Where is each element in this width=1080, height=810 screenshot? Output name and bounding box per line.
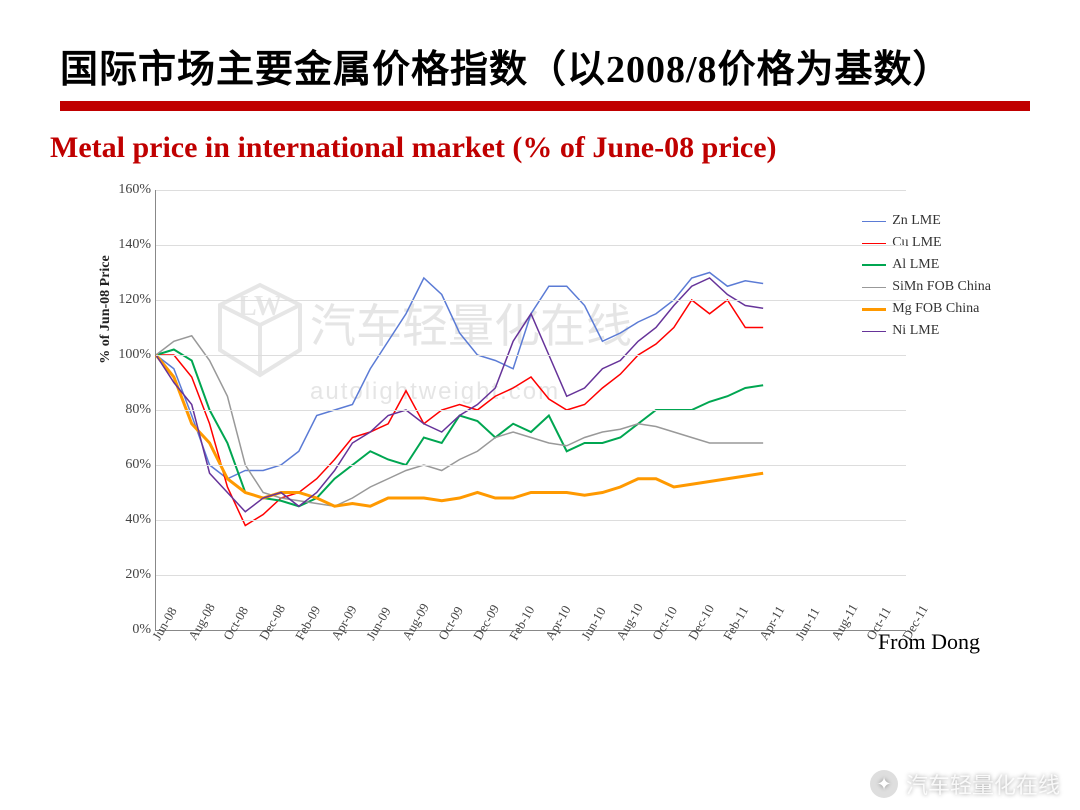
gridline [156, 410, 906, 411]
y-tick: 60% [106, 457, 151, 473]
legend-label: SiMn FOB China [892, 279, 991, 295]
legend-item: Al LME [862, 254, 991, 276]
wechat-icon: ✦ [870, 770, 898, 798]
gridline [156, 575, 906, 576]
legend-label: Al LME [892, 257, 939, 273]
legend-item: SiMn FOB China [862, 276, 991, 298]
gridline [156, 300, 906, 301]
y-tick: 120% [106, 292, 151, 308]
legend-label: Mg FOB China [892, 301, 979, 317]
y-tick: 100% [106, 347, 151, 363]
chart-legend: Zn LME Cu LME Al LME SiMn FOB China Mg FOB C… [862, 210, 991, 342]
legend-item: Cu LME [862, 232, 991, 254]
y-tick: 20% [106, 567, 151, 583]
legend-swatch [862, 287, 886, 288]
gridline [156, 245, 906, 246]
legend-item: Ni LME [862, 320, 991, 342]
legend-swatch [862, 243, 886, 244]
page-title: 国际市场主要金属价格指数（以2008/8价格为基数） [60, 38, 1020, 93]
chart-subtitle: Metal price in international market (% o… [50, 131, 1080, 165]
x-axis-labels: Jun-08Aug-08Oct-08Dec-08Feb-09Apr-09Jun-… [155, 635, 905, 715]
bottom-watermark: ✦ 汽车轻量化在线 [870, 768, 1060, 800]
series-simn-fob-china [156, 336, 763, 507]
chart-attribution: From Dong [878, 629, 980, 655]
gridline [156, 190, 906, 191]
y-tick: 140% [106, 237, 151, 253]
bottom-watermark-text: 汽车轻量化在线 [906, 768, 1060, 800]
gridline [156, 465, 906, 466]
series-zn-lme [156, 273, 763, 479]
legend-swatch [862, 221, 886, 222]
metal-price-chart: LW 汽车轻量化在线 autolightweight.com % of Jun-… [80, 180, 1010, 710]
legend-swatch [862, 264, 886, 266]
series-ni-lme [156, 278, 763, 512]
legend-label: Cu LME [892, 235, 941, 251]
legend-label: Ni LME [892, 323, 939, 339]
legend-swatch [862, 308, 886, 311]
series-al-lme [156, 350, 763, 507]
y-tick: 0% [106, 622, 151, 638]
gridline [156, 520, 906, 521]
y-tick: 40% [106, 512, 151, 528]
plot-area: % of Jun-08 Price Zn LMECu LMEAl LMESiMn… [155, 190, 906, 631]
legend-label: Zn LME [892, 213, 941, 229]
series-mg-fob-china [156, 355, 763, 506]
title-underline [60, 101, 1030, 111]
y-tick: 160% [106, 182, 151, 198]
legend-item: Zn LME [862, 210, 991, 232]
legend-item: Mg FOB China [862, 298, 991, 320]
legend-swatch [862, 331, 886, 332]
gridline [156, 355, 906, 356]
y-tick: 80% [106, 402, 151, 418]
